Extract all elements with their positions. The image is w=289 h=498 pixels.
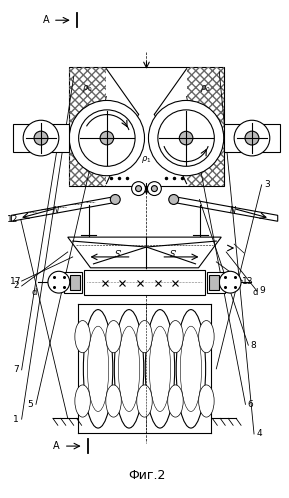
- Circle shape: [234, 120, 270, 156]
- Ellipse shape: [96, 360, 101, 378]
- Ellipse shape: [83, 310, 113, 428]
- Text: 5: 5: [27, 400, 33, 409]
- Circle shape: [219, 271, 241, 293]
- Text: $\rho_0$: $\rho_0$: [82, 83, 93, 94]
- Ellipse shape: [114, 310, 144, 428]
- Circle shape: [48, 271, 70, 293]
- Text: 13: 13: [242, 276, 253, 285]
- Ellipse shape: [145, 310, 175, 428]
- Circle shape: [169, 195, 179, 205]
- Text: N: N: [53, 206, 59, 215]
- Text: 6: 6: [247, 400, 253, 409]
- Polygon shape: [11, 197, 115, 221]
- Circle shape: [110, 195, 120, 205]
- Text: Фиг.2: Фиг.2: [128, 469, 165, 482]
- Ellipse shape: [137, 321, 152, 353]
- Ellipse shape: [106, 385, 121, 417]
- Text: 2: 2: [13, 281, 18, 290]
- Ellipse shape: [180, 326, 201, 411]
- Text: S': S': [171, 250, 178, 259]
- Text: 12: 12: [7, 215, 18, 224]
- Text: 7: 7: [13, 366, 18, 374]
- Text: $\rho_0$: $\rho_0$: [200, 83, 211, 94]
- Bar: [187, 67, 224, 186]
- Ellipse shape: [127, 360, 131, 378]
- Text: 3: 3: [265, 180, 271, 189]
- Ellipse shape: [75, 385, 90, 417]
- Circle shape: [131, 182, 145, 196]
- Circle shape: [34, 131, 48, 145]
- Bar: [13, 124, 69, 152]
- Circle shape: [100, 131, 114, 145]
- Circle shape: [158, 110, 214, 166]
- Text: A: A: [43, 15, 49, 25]
- Circle shape: [179, 131, 193, 145]
- Ellipse shape: [106, 321, 121, 353]
- Circle shape: [245, 131, 259, 145]
- Polygon shape: [68, 237, 221, 268]
- Ellipse shape: [149, 326, 171, 411]
- Text: 4: 4: [256, 429, 262, 438]
- Ellipse shape: [183, 338, 199, 399]
- Text: 17: 17: [10, 276, 21, 285]
- Ellipse shape: [168, 321, 183, 353]
- Text: 9: 9: [259, 286, 265, 295]
- Text: S': S': [115, 250, 123, 259]
- Ellipse shape: [199, 321, 214, 353]
- Text: $\rho_1$: $\rho_1$: [141, 154, 152, 165]
- Bar: [209, 275, 219, 290]
- Bar: [208, 272, 225, 293]
- Bar: [69, 67, 106, 186]
- Ellipse shape: [124, 349, 134, 388]
- Ellipse shape: [199, 385, 214, 417]
- Circle shape: [69, 101, 144, 176]
- Bar: [69, 67, 224, 186]
- Circle shape: [136, 186, 142, 192]
- Polygon shape: [174, 197, 278, 221]
- Text: d: d: [32, 288, 37, 297]
- Ellipse shape: [90, 338, 106, 399]
- Text: A: A: [53, 441, 59, 451]
- Circle shape: [149, 101, 224, 176]
- Bar: [70, 275, 80, 290]
- Text: N: N: [230, 206, 236, 215]
- Ellipse shape: [88, 326, 109, 411]
- Bar: [84, 270, 205, 294]
- Circle shape: [79, 110, 135, 166]
- Ellipse shape: [158, 360, 162, 378]
- Ellipse shape: [93, 349, 103, 388]
- Ellipse shape: [118, 326, 140, 411]
- Ellipse shape: [188, 360, 193, 378]
- Ellipse shape: [152, 338, 168, 399]
- Ellipse shape: [75, 321, 90, 353]
- Bar: [64, 272, 81, 293]
- Circle shape: [23, 120, 59, 156]
- Ellipse shape: [137, 385, 152, 417]
- Text: 8: 8: [250, 341, 256, 350]
- Text: 1: 1: [13, 415, 18, 424]
- Circle shape: [147, 182, 161, 196]
- Ellipse shape: [186, 349, 196, 388]
- Circle shape: [151, 186, 158, 192]
- Text: d: d: [252, 288, 257, 297]
- Ellipse shape: [121, 338, 137, 399]
- Bar: [224, 124, 280, 152]
- Ellipse shape: [168, 385, 183, 417]
- Ellipse shape: [176, 310, 206, 428]
- Ellipse shape: [155, 349, 165, 388]
